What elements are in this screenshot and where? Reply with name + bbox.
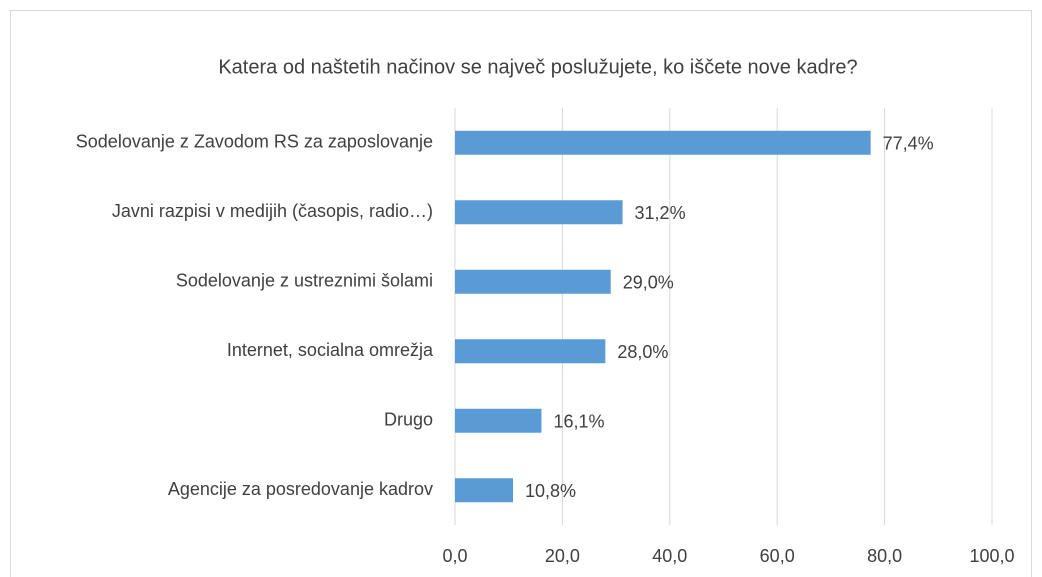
y-tick-label: Drugo [384,410,433,430]
data-label: 29,0% [623,273,674,293]
y-tick-label: Sodelovanje z ustreznimi šolami [176,271,433,291]
chart-title: Katera od naštetih načinov se največ pos… [218,56,857,78]
y-tick-label: Javni razpisi v medijih (časopis, radio…… [112,201,433,221]
x-tick-label: 20,0 [545,546,580,566]
data-label: 28,0% [617,342,668,362]
x-tick-label: 40,0 [652,546,687,566]
data-label: 10,8% [525,481,576,501]
y-tick-label: Sodelovanje z Zavodom RS za zaposlovanje [76,132,433,152]
bar [455,269,611,294]
bar [455,408,542,433]
bar [455,200,623,225]
y-tick-label: Agencije za posredovanje kadrov [168,479,433,499]
data-label: 16,1% [553,412,604,432]
x-tick-label: 80,0 [867,546,902,566]
y-tick-label: Internet, socialna omrežja [227,340,434,360]
x-tick-label: 100,0 [969,546,1014,566]
bar [455,339,606,364]
bar [455,478,513,503]
x-tick-label: 0,0 [442,546,467,566]
data-label: 77,4% [883,134,934,154]
data-label: 31,2% [635,203,686,223]
bar [455,130,871,155]
x-tick-label: 60,0 [760,546,795,566]
